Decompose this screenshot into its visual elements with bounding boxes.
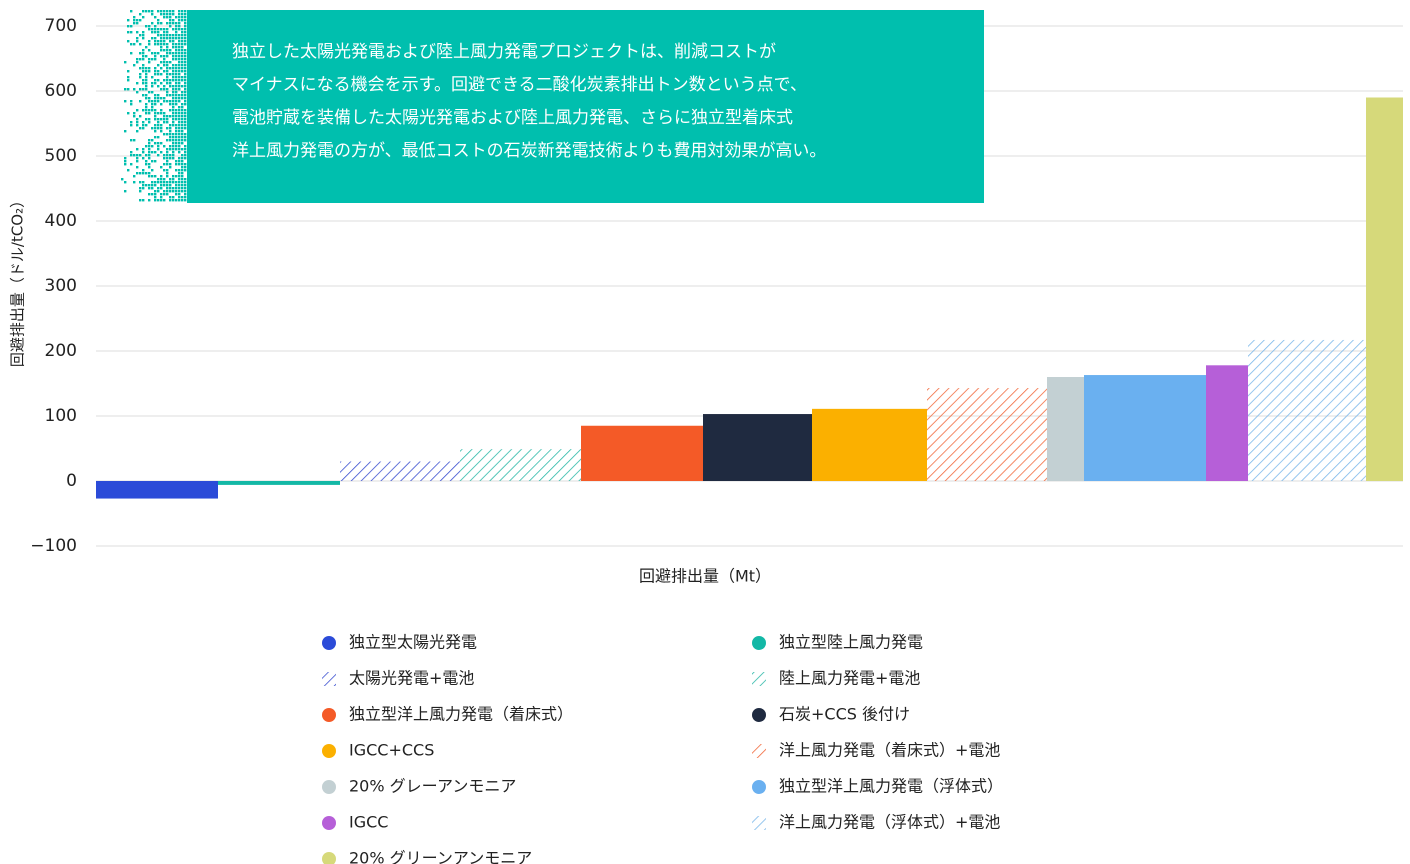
bar bbox=[460, 449, 581, 481]
bar bbox=[1248, 339, 1366, 481]
legend-label: 洋上風力発電（着床式）+電池 bbox=[779, 741, 1000, 760]
bar bbox=[1047, 377, 1084, 481]
legend-label: 陸上風力発電+電池 bbox=[779, 669, 920, 688]
legend-label: 石炭+CCS 後付け bbox=[779, 705, 910, 724]
legend-label: 洋上風力発電（浮体式）+電池 bbox=[779, 813, 1000, 832]
bar bbox=[96, 481, 218, 499]
bar bbox=[812, 408, 927, 481]
annotation-text: マイナスになる機会を示す。回避できる二酸化炭素排出トン数という点で、 bbox=[232, 75, 807, 95]
y-tick-label: 300 bbox=[45, 276, 77, 296]
legend-label: 独立型洋上風力発電（浮体式） bbox=[779, 777, 1003, 796]
y-tick-label: 700 bbox=[45, 16, 77, 36]
y-tick-label: 100 bbox=[45, 406, 77, 426]
legend-marker bbox=[752, 816, 766, 830]
legend-label: IGCC+CCS bbox=[349, 741, 434, 760]
y-tick-label: −100 bbox=[30, 536, 77, 556]
y-tick-label: 500 bbox=[45, 146, 77, 166]
bar bbox=[581, 425, 703, 481]
annotation-box bbox=[187, 10, 984, 203]
legend-marker bbox=[322, 636, 336, 650]
y-tick-label: 400 bbox=[45, 211, 77, 231]
legend-marker bbox=[322, 672, 336, 686]
legend-marker bbox=[752, 636, 766, 650]
annotation-text: 電池貯蔵を装備した太陽光発電および陸上風力発電、さらに独立型着床式 bbox=[232, 108, 793, 128]
legend-marker bbox=[322, 816, 336, 830]
y-tick-label: 600 bbox=[45, 81, 77, 101]
y-tick-label: 200 bbox=[45, 341, 77, 361]
bar bbox=[1366, 97, 1403, 481]
legend-label: IGCC bbox=[349, 813, 388, 832]
legend-marker bbox=[322, 708, 336, 722]
annotation-text: 洋上風力発電の方が、最低コストの石炭新発電技術よりも費用対効果が高い。 bbox=[232, 141, 826, 161]
legend-label: 独立型陸上風力発電 bbox=[779, 633, 923, 652]
bar bbox=[1206, 365, 1248, 481]
bar bbox=[703, 414, 812, 481]
legend-marker bbox=[752, 708, 766, 722]
x-axis-label: 回避排出量（Mt） bbox=[639, 567, 771, 586]
bar bbox=[927, 388, 1047, 481]
legend-marker bbox=[322, 780, 336, 794]
legend-label: 20% グリーンアンモニア bbox=[349, 849, 532, 864]
annotation-text: 独立した太陽光発電および陸上風力発電プロジェクトは、削減コストが bbox=[232, 42, 776, 62]
y-tick-label: 0 bbox=[66, 471, 77, 491]
legend-marker bbox=[752, 780, 766, 794]
legend-marker bbox=[322, 852, 336, 864]
bar bbox=[1084, 375, 1206, 481]
legend-label: 20% グレーアンモニア bbox=[349, 777, 516, 796]
legend-label: 独立型太陽光発電 bbox=[349, 633, 477, 652]
legend-label: 太陽光発電+電池 bbox=[349, 669, 474, 688]
legend-label: 独立型洋上風力発電（着床式） bbox=[349, 705, 573, 724]
bar bbox=[218, 481, 340, 485]
legend-marker bbox=[322, 744, 336, 758]
legend-marker bbox=[752, 744, 766, 758]
y-axis-label: 回避排出量（ドル/tCO₂） bbox=[9, 193, 27, 367]
legend-marker bbox=[752, 672, 766, 686]
bar bbox=[340, 461, 460, 481]
